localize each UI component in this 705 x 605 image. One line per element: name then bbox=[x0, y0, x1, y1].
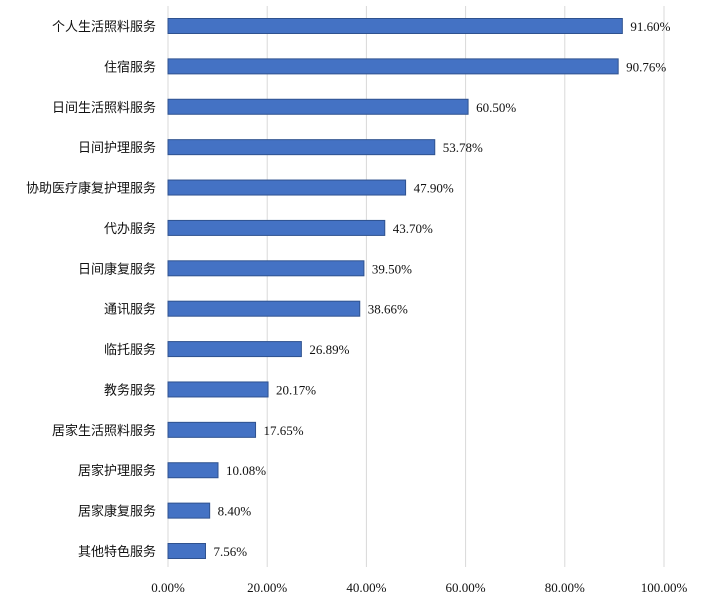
category-label: 日间康复服务 bbox=[78, 261, 156, 277]
category-label: 代办服务 bbox=[104, 221, 156, 237]
category-label: 居家生活照料服务 bbox=[52, 423, 156, 439]
data-label: 26.89% bbox=[309, 342, 349, 357]
bar bbox=[167, 462, 219, 479]
x-tick-label: 0.00% bbox=[151, 580, 185, 595]
bars bbox=[167, 18, 623, 559]
category-label: 日间护理服务 bbox=[78, 140, 156, 156]
data-label: 39.50% bbox=[372, 261, 412, 276]
category-labels: 个人生活照料服务住宿服务日间生活照料服务日间护理服务协助医疗康复护理服务代办服务… bbox=[26, 19, 156, 560]
data-label: 90.76% bbox=[626, 59, 666, 74]
bar bbox=[167, 18, 623, 34]
data-label: 91.60% bbox=[630, 19, 670, 34]
x-tick-label: 100.00% bbox=[641, 580, 688, 595]
category-label: 教务服务 bbox=[104, 382, 156, 398]
bar bbox=[167, 341, 302, 358]
bar bbox=[167, 381, 269, 398]
data-label: 7.56% bbox=[213, 544, 247, 559]
bar bbox=[167, 139, 436, 156]
data-label: 47.90% bbox=[414, 181, 454, 196]
bar bbox=[167, 502, 211, 519]
category-label: 其他特色服务 bbox=[78, 544, 156, 560]
data-label: 17.65% bbox=[264, 423, 304, 438]
category-label: 住宿服务 bbox=[104, 59, 156, 75]
x-axis-tick-labels: 0.00% 20.00% 40.00% 60.00% 80.00% 100.00% bbox=[151, 580, 687, 595]
x-tick-label: 80.00% bbox=[545, 580, 585, 595]
category-label: 日间生活照料服务 bbox=[52, 100, 156, 116]
data-label: 8.40% bbox=[218, 504, 252, 519]
category-label: 临托服务 bbox=[104, 342, 156, 358]
value-labels: 91.60% 90.76% 60.50% 53.78% 47.90% 43.70% 39.5… bbox=[213, 19, 670, 559]
data-label: 43.70% bbox=[393, 221, 433, 236]
x-tick-label: 20.00% bbox=[247, 580, 287, 595]
category-label: 协助医疗康复护理服务 bbox=[26, 181, 156, 197]
bar bbox=[167, 300, 361, 317]
category-label: 居家康复服务 bbox=[78, 504, 156, 520]
grid-lines bbox=[167, 6, 665, 567]
data-label: 53.78% bbox=[443, 140, 483, 155]
bar bbox=[167, 543, 206, 559]
category-label: 居家护理服务 bbox=[78, 463, 156, 479]
x-tick-label: 60.00% bbox=[446, 580, 486, 595]
bar bbox=[167, 421, 257, 438]
data-label: 10.08% bbox=[226, 463, 266, 478]
bar bbox=[167, 179, 407, 196]
category-label: 个人生活照料服务 bbox=[52, 19, 156, 35]
bar bbox=[167, 58, 619, 75]
bar bbox=[167, 260, 365, 277]
bar bbox=[167, 219, 386, 236]
data-label: 20.17% bbox=[276, 382, 316, 397]
bar bbox=[167, 98, 469, 115]
category-label: 通讯服务 bbox=[104, 302, 156, 318]
data-label: 38.66% bbox=[368, 302, 408, 317]
data-label: 60.50% bbox=[476, 100, 516, 115]
x-tick-label: 40.00% bbox=[346, 580, 386, 595]
